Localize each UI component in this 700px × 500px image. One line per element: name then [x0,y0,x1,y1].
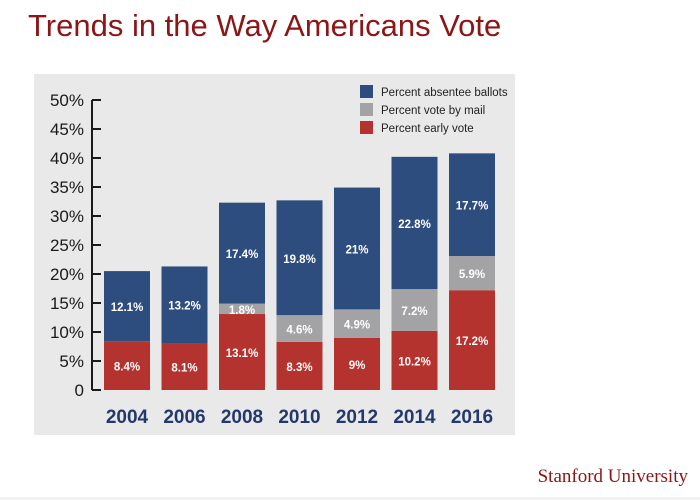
bar-segment [219,303,265,315]
bar-segment [161,343,208,390]
x-tick-label: 2012 [336,407,378,428]
legend-label: Percent early vote [381,123,474,135]
bar-segment [219,314,265,390]
x-tick-label: 2014 [393,407,436,428]
data-label: 5.9% [459,269,485,281]
y-tick-label: 15% [50,294,84,313]
x-tick-label: 2010 [278,407,320,428]
y-tick-label: 35% [50,178,84,197]
y-tick-label: 30% [50,207,84,226]
data-label: 9% [349,360,366,372]
legend-label: Percent absentee ballots [381,87,508,99]
x-tick-label: 2016 [451,407,493,428]
data-label: 13.2% [168,301,201,313]
data-label: 13.1% [226,348,259,360]
data-label: 22.8% [398,219,431,231]
bar-segment [104,341,150,390]
y-tick-label: 50% [50,91,84,110]
data-label: 8.4% [114,362,140,374]
bar-segment [449,290,495,390]
bar-segment [276,341,323,390]
bar-segment [161,266,208,344]
y-tick-label: 0 [75,381,84,400]
data-label: 19.8% [283,254,316,266]
bar-segment [391,330,438,390]
slide-title: Trends in the Way Americans Vote [28,8,502,43]
legend-swatch [360,103,373,116]
data-label: 4.9% [344,320,370,332]
y-tick-label: 20% [50,265,84,284]
y-tick-label: 45% [50,120,84,139]
stacked-bar-chart: 0 5% 10% 15% 20% 25% 30% 35% 40% 45% 50% 8.4% 12.1% 2… [50,85,508,428]
bar-segment [219,202,265,304]
bar-segment [276,315,323,342]
y-tick-label: 10% [50,323,84,342]
bar-segment [276,200,323,316]
bottom-rule [0,497,700,500]
legend-swatch [360,85,373,98]
legend-label: Percent vote by mail [381,105,485,117]
data-label: 17.4% [226,249,259,261]
x-tick-label: 2006 [163,407,205,428]
data-label: 17.2% [456,336,489,348]
data-label: 10.2% [398,356,431,368]
data-label: 12.1% [111,302,144,314]
bar-segment [334,309,380,338]
data-label: 8.1% [171,363,197,375]
data-label: 1.8% [229,305,255,317]
y-tick-label: 40% [50,149,84,168]
data-label: 21% [345,244,368,256]
y-tick-label: 5% [59,352,84,371]
legend-swatch [360,121,373,134]
bar-segment [391,156,438,290]
bar-segment [104,271,150,342]
data-label: 17.7% [456,201,489,213]
x-tick-label: 2004 [106,407,149,428]
y-tick-label: 25% [50,236,84,255]
bar-segment [449,153,495,257]
data-label: 8.3% [286,362,312,374]
stanford-brand: Stanford University [537,466,688,487]
x-tick-label: 2008 [221,407,263,428]
bar-segment [334,187,380,310]
data-label: 4.6% [286,325,312,337]
data-label: 7.2% [401,306,427,318]
bar-segment [334,337,380,390]
bar-segment [391,289,438,331]
bar-segment [449,256,495,291]
chart-panel: 0 5% 10% 15% 20% 25% 30% 35% 40% 45% 50% 8.4% 12.1% 2… [34,74,515,435]
